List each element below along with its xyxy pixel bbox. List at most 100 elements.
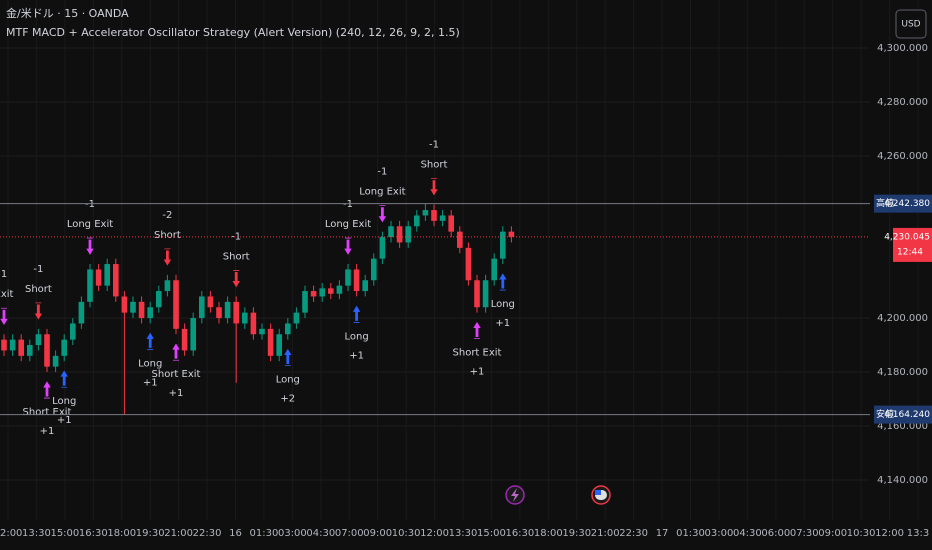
signal-label: Short — [25, 284, 52, 295]
signal-label: Short Exit — [453, 348, 502, 359]
signal-arrow — [163, 248, 172, 266]
last-price-bg — [893, 227, 932, 262]
price-badge-bg — [896, 405, 932, 424]
lightning-icon — [511, 488, 519, 502]
signal-label: +1 — [40, 426, 55, 437]
signal-label: +1 — [169, 388, 184, 399]
time-axis: 12:0013:3015:0016:3018:0019:3021:0022:30… — [0, 528, 929, 539]
signal-label: Long — [491, 299, 515, 310]
x-tick-label: 21:00 — [591, 528, 620, 539]
price-badge: 4,164.240 — [884, 410, 930, 420]
candle-body — [35, 334, 42, 346]
price-badge-bg — [896, 194, 932, 213]
x-tick-label: 09:00 — [818, 528, 847, 539]
x-tick-label: 12:00 — [875, 528, 904, 539]
x-tick-label: 03:00 — [705, 528, 734, 539]
candle-body — [224, 301, 231, 319]
signal-label: +2 — [280, 394, 295, 405]
currency-button[interactable]: USD — [895, 9, 927, 39]
price-badge: 4,242.380 — [884, 199, 930, 209]
candle-body — [310, 291, 317, 297]
candle-body — [508, 231, 515, 237]
price-tag: 安値 — [876, 408, 894, 420]
signal-label: +1 — [470, 367, 485, 378]
candle-body — [104, 264, 110, 286]
candle-body — [1, 339, 7, 351]
y-tick-label: 4,160.000 — [877, 421, 928, 432]
signal-arrow — [43, 381, 51, 399]
signal-label: +1 — [57, 415, 72, 426]
currency-label[interactable]: USD — [901, 20, 920, 30]
x-tick-label: 15:00 — [50, 528, 79, 539]
countdown: 12:44 — [897, 247, 923, 257]
candle-body — [233, 301, 239, 324]
x-tick-label: 16:30 — [505, 528, 534, 539]
x-tick-label: 10:30 — [392, 528, 421, 539]
signal-label: Long — [276, 375, 300, 386]
symbol-title: 金/米ドル · 15 · OANDA — [6, 6, 129, 20]
y-tick-label: 4,140.000 — [877, 475, 928, 486]
candle-body — [293, 312, 300, 324]
candle-body — [87, 269, 93, 302]
candle-body — [448, 215, 454, 232]
signal-label: -1 — [429, 140, 439, 151]
candle-body — [482, 280, 489, 308]
candle-body — [371, 258, 377, 281]
x-tick-label: 15:00 — [477, 528, 506, 539]
y-tick-label: 4,200.000 — [877, 313, 928, 324]
candle-body — [164, 280, 171, 292]
x-tick-label: 07:30 — [790, 528, 819, 539]
x-tick-label: 01:30 — [250, 528, 279, 539]
candle-body — [216, 307, 222, 319]
candle-body — [27, 345, 33, 356]
x-tick-label: 13:30 — [22, 528, 51, 539]
candle-body — [78, 301, 85, 324]
x-tick-label: 06:00 — [761, 528, 790, 539]
x-tick-label: 12:00 — [0, 528, 22, 539]
candle-body — [431, 210, 437, 221]
signal-label: 1 — [1, 269, 7, 280]
x-tick-label: 16 — [229, 528, 242, 539]
indicator-title: MTF MACD + Accelerator Oscillator Strate… — [6, 26, 460, 39]
signal-arrow — [430, 178, 438, 196]
candle-body — [147, 307, 153, 319]
signal-label: Short Exit — [152, 369, 201, 380]
x-tick-label: 18:00 — [107, 528, 136, 539]
signal-label: -1 — [377, 167, 387, 178]
candle-body — [44, 334, 50, 367]
y-tick-label: 4,280.000 — [877, 97, 928, 108]
currency-button-frame[interactable] — [895, 9, 927, 39]
candle-body — [405, 226, 411, 243]
candle-body — [302, 291, 308, 313]
candle-body — [95, 269, 102, 286]
price-tag-bg — [874, 405, 896, 424]
candle-body — [173, 280, 179, 329]
candle-body — [259, 328, 265, 335]
signal-label: Long Exit — [67, 219, 113, 230]
candle-body — [207, 296, 214, 308]
signal-label: -1 — [85, 199, 95, 210]
x-tick-label: 18:00 — [534, 528, 563, 539]
x-tick-label: 04:30 — [733, 528, 762, 539]
signal-label: Short — [223, 251, 250, 262]
signal-arrow — [86, 237, 94, 255]
signal-label: Long — [344, 331, 368, 342]
x-tick-label: 22:30 — [193, 528, 222, 539]
candle-body — [18, 339, 24, 356]
signal-arrow — [172, 343, 180, 361]
candle-body — [130, 301, 136, 313]
candle-body — [61, 339, 67, 356]
x-tick-label: 21:00 — [164, 528, 193, 539]
candle-body — [52, 355, 59, 367]
x-tick-label: 17 — [656, 528, 669, 539]
candle-body — [353, 269, 360, 292]
x-tick-label: 04:30 — [306, 528, 335, 539]
candle-body — [388, 226, 394, 238]
candle-body — [439, 215, 446, 221]
x-tick-label: 01:30 — [676, 528, 705, 539]
price-tag: 高値 — [876, 197, 894, 209]
signal-label: Long Exit — [325, 219, 371, 230]
candle-body — [362, 280, 368, 292]
